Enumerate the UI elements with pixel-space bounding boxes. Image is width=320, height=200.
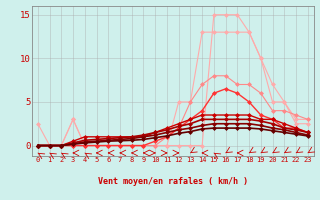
X-axis label: Vent moyen/en rafales ( km/h ): Vent moyen/en rafales ( km/h ) [98, 177, 248, 186]
